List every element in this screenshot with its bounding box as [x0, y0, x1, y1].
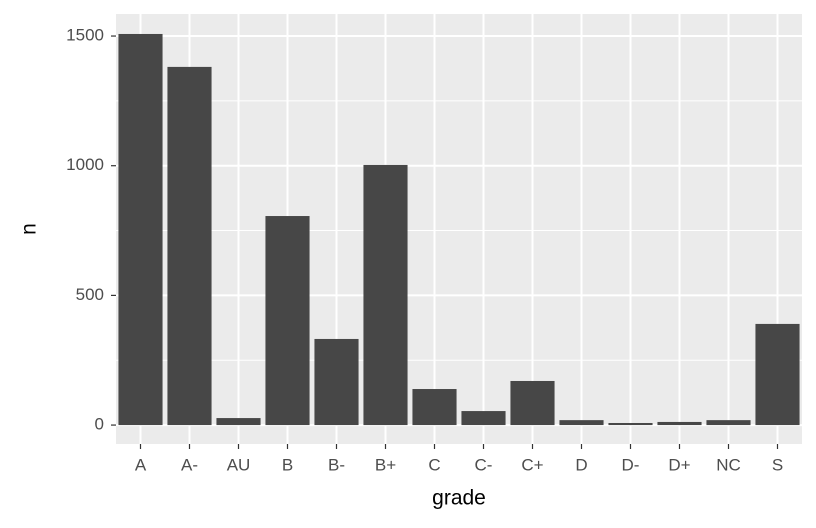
- y-tick-label: 0: [95, 415, 104, 434]
- x-tick-label: B: [282, 455, 293, 474]
- x-tick-label: D-: [622, 455, 640, 474]
- x-tick-label: C+: [521, 455, 543, 474]
- y-tick-label: 1000: [66, 155, 104, 174]
- x-tick-label: AU: [227, 455, 251, 474]
- bar: [608, 422, 653, 426]
- panel: [116, 14, 802, 444]
- x-tick-label: B-: [328, 455, 345, 474]
- bar: [755, 323, 800, 426]
- bar: [510, 380, 555, 426]
- bar: [216, 418, 261, 426]
- bar: [167, 66, 212, 426]
- x-tick-label: C: [428, 455, 440, 474]
- bar: [265, 216, 310, 426]
- x-tick-label: D: [575, 455, 587, 474]
- bar: [412, 389, 457, 426]
- x-tick-label: D+: [668, 455, 690, 474]
- x-tick-label: A-: [181, 455, 198, 474]
- bar: [559, 420, 604, 426]
- x-tick-label: B+: [375, 455, 396, 474]
- bar: [461, 411, 506, 426]
- y-axis-title: n: [18, 223, 41, 235]
- y-tick-label: 500: [76, 285, 104, 304]
- x-tick-label: C-: [475, 455, 493, 474]
- bar: [706, 420, 751, 426]
- bar: [118, 33, 163, 426]
- bar: [314, 338, 359, 426]
- bar: [363, 164, 408, 426]
- x-tick-label: NC: [716, 455, 741, 474]
- y-tick-label: 1500: [66, 26, 104, 45]
- x-axis-title: grade: [432, 487, 486, 510]
- bar: [657, 421, 702, 426]
- x-tick-label: S: [772, 455, 783, 474]
- x-tick-label: A: [135, 455, 147, 474]
